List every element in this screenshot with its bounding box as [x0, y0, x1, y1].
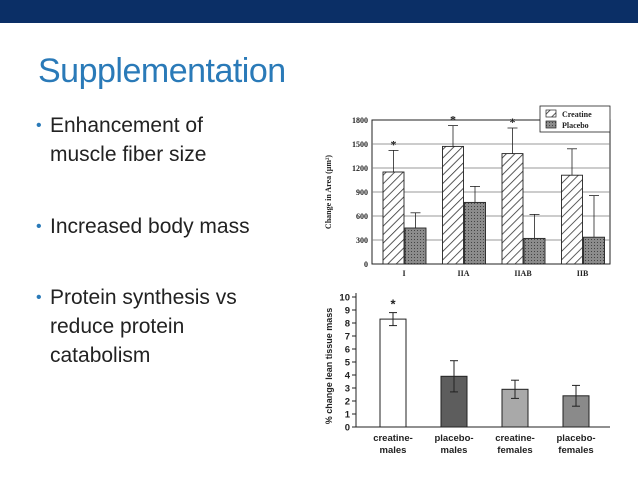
legend-swatch-creatine	[545, 109, 557, 118]
y-tick-label: 10	[339, 293, 350, 304]
bar-creatine-IIAB	[501, 153, 524, 265]
x-tick-label: I	[402, 269, 405, 278]
y-tick-label: 9	[345, 306, 350, 317]
y-tick-label: 1	[345, 410, 351, 421]
y-tick-label: 0	[345, 423, 350, 434]
bullet-dot-icon: •	[36, 289, 42, 306]
x-tick-label: IIB	[577, 269, 589, 278]
bar-placebo-IIAB	[523, 237, 546, 265]
bar-creatine-I	[382, 171, 405, 265]
y-tick-label: 6	[345, 345, 350, 356]
bullet-1-line-2: muscle fiber size	[50, 143, 207, 166]
y-tick-label: 2	[345, 397, 350, 408]
bullet-2-line-1: Increased body mass	[50, 215, 250, 238]
legend-swatch-placebo	[545, 120, 557, 129]
x-tick-label: IIAB	[514, 269, 532, 278]
significance-star: *	[390, 297, 396, 312]
x-tick-label: IIA	[457, 269, 469, 278]
bar-placebo-IIB	[583, 236, 605, 265]
significance-star: *	[510, 115, 516, 129]
y-tick-label: 1200	[352, 164, 368, 173]
y-axis-label: % change lean tissue mass	[324, 308, 334, 425]
y-axis-label: Change in Area (μm²)	[324, 155, 333, 229]
x-tick-label: placebo-males	[434, 433, 473, 456]
bullet-3-line-1: Protein synthesis vs	[50, 286, 237, 309]
significance-star: *	[450, 113, 456, 127]
y-tick-label: 600	[356, 212, 368, 221]
bar-creatine-IIB	[561, 174, 583, 265]
y-tick-label: 7	[345, 332, 350, 343]
y-tick-label: 5	[345, 358, 351, 369]
bar-creatine-IIA	[442, 145, 464, 265]
slide-title: Supplementation	[38, 52, 286, 90]
bar-placebo-males	[440, 375, 468, 428]
x-tick-label: creatine-females	[495, 433, 535, 456]
legend-label-placebo: Placebo	[562, 121, 589, 130]
y-tick-label: 8	[345, 319, 350, 330]
y-tick-label: 1500	[352, 140, 368, 149]
bullet-3-line-3: catabolism	[50, 344, 151, 367]
y-tick-label: 900	[356, 188, 368, 197]
top-banner	[0, 0, 638, 23]
x-tick-label: creatine-males	[373, 433, 413, 456]
bar-placebo-IIA	[464, 201, 486, 265]
y-tick-label: 0	[364, 260, 368, 269]
significance-star: *	[391, 137, 397, 151]
bar-placebo-I	[404, 227, 427, 265]
y-tick-label: 300	[356, 236, 368, 245]
bullet-3-line-2: reduce protein	[50, 315, 185, 338]
legend-label-creatine: Creatine	[562, 110, 592, 119]
y-tick-label: 3	[345, 384, 350, 395]
bullet-1-line-1: Enhancement of	[50, 114, 203, 137]
y-tick-label: 4	[345, 371, 351, 382]
fiber-area-chart: 0 300 600 900 1200 1500 1800 Change in Area (μm…	[324, 105, 611, 278]
bar-creatine-males	[379, 318, 407, 428]
x-tick-label: placebo-females	[556, 433, 595, 456]
y-tick-label: 1800	[352, 116, 368, 125]
bullet-dot-icon: •	[36, 117, 42, 134]
bullet-dot-icon: •	[36, 218, 42, 235]
lean-tissue-chart: 0 1 2 3 4 5 6 7 8 9 10 % change lean tissue mass * cr…	[324, 293, 610, 456]
